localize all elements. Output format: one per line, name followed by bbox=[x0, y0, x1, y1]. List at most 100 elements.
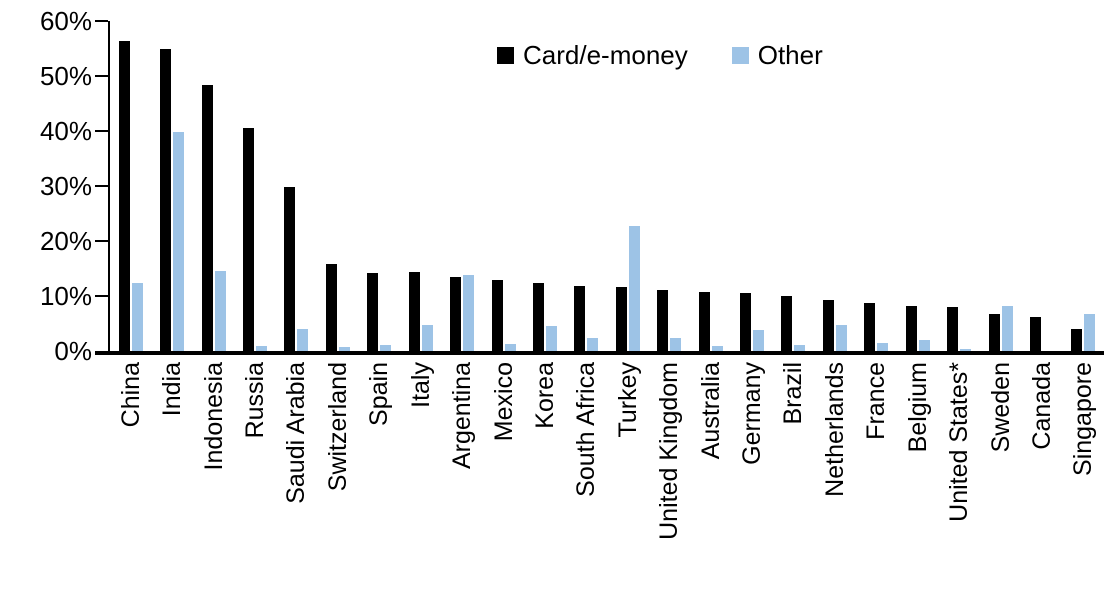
x-axis-labels: China India Indonesia Russia Saudi Arabia Swi… bbox=[110, 362, 1104, 592]
bar-card-e-money bbox=[325, 264, 337, 351]
bar-other bbox=[463, 274, 475, 351]
bar-group bbox=[400, 21, 441, 351]
y-axis-tick-label: 0% bbox=[54, 336, 92, 366]
bar-other bbox=[918, 340, 930, 351]
bar-card-e-money bbox=[532, 283, 544, 351]
bar-other bbox=[960, 349, 972, 351]
bar-other bbox=[753, 329, 765, 351]
y-axis-tick-label: 10% bbox=[39, 281, 92, 311]
x-axis-label: Saudi Arabia bbox=[282, 362, 311, 504]
y-axis-labels: 0% 10% 20% 30% 40% 50% 60% bbox=[0, 6, 95, 366]
x-axis-label: Netherlands bbox=[820, 362, 849, 497]
bar-group bbox=[938, 21, 979, 351]
x-axis-label-cell: Korea bbox=[524, 362, 565, 592]
y-axis-tick-label: 50% bbox=[39, 61, 92, 91]
bar-other bbox=[587, 337, 599, 351]
bar-card-e-money bbox=[201, 85, 213, 351]
bar-card-e-money bbox=[740, 292, 752, 351]
bar-card-e-money bbox=[781, 296, 793, 351]
x-axis-label-cell: South Africa bbox=[566, 362, 607, 592]
x-axis-label: Sweden bbox=[986, 362, 1015, 453]
x-axis-label: United States* bbox=[945, 362, 974, 522]
bar-card-e-money bbox=[905, 305, 917, 351]
x-axis-label-cell: Canada bbox=[1021, 362, 1062, 592]
y-axis-tick bbox=[95, 352, 108, 354]
bar-group bbox=[814, 21, 855, 351]
bar-group bbox=[193, 21, 234, 351]
bar-other bbox=[835, 324, 847, 351]
x-axis-label-cell: Australia bbox=[690, 362, 731, 592]
x-axis-label: Belgium bbox=[903, 362, 932, 453]
bar-group bbox=[1021, 21, 1062, 351]
x-axis-label: Switzerland bbox=[323, 362, 352, 492]
bar-other bbox=[711, 345, 723, 351]
x-axis-label-cell: Spain bbox=[359, 362, 400, 592]
bar-other bbox=[173, 132, 185, 351]
x-axis-label-cell: Switzerland bbox=[317, 362, 358, 592]
x-axis-label: Indonesia bbox=[199, 362, 228, 471]
x-axis-label: United Kingdom bbox=[655, 362, 684, 540]
bar-card-e-money bbox=[1029, 317, 1041, 351]
x-axis-label: Australia bbox=[696, 362, 725, 460]
bar-other bbox=[255, 346, 267, 351]
y-axis-tick bbox=[95, 20, 108, 22]
x-axis-label: Singapore bbox=[1069, 362, 1098, 476]
bar-card-e-money bbox=[160, 48, 172, 351]
bar-card-e-money bbox=[822, 299, 834, 351]
bar-group bbox=[856, 21, 897, 351]
x-axis-label-cell: Sweden bbox=[980, 362, 1021, 592]
x-axis-label-cell: Turkey bbox=[607, 362, 648, 592]
y-axis-tick bbox=[95, 75, 108, 77]
y-axis-tick bbox=[95, 185, 108, 187]
x-axis-label-cell: Netherlands bbox=[814, 362, 855, 592]
x-axis-label-cell: India bbox=[151, 362, 192, 592]
bar-card-e-money bbox=[242, 128, 254, 351]
x-axis-label: France bbox=[862, 362, 891, 440]
bar-other bbox=[1084, 313, 1096, 351]
x-axis-label: Germany bbox=[738, 362, 767, 465]
bar-group bbox=[897, 21, 938, 351]
bar-group bbox=[731, 21, 772, 351]
bar-group bbox=[566, 21, 607, 351]
x-axis-label: India bbox=[158, 362, 187, 417]
bar-other bbox=[670, 338, 682, 351]
legend-item-other: Other bbox=[731, 40, 823, 71]
x-axis-label-cell: Russia bbox=[234, 362, 275, 592]
bar-group bbox=[980, 21, 1021, 351]
bar-card-e-money bbox=[284, 187, 296, 351]
x-axis-label: China bbox=[116, 362, 145, 428]
bar-card-e-money bbox=[491, 279, 503, 351]
x-axis-label-cell: Singapore bbox=[1063, 362, 1104, 592]
bar-group bbox=[690, 21, 731, 351]
legend-label-card-e-money: Card/e-money bbox=[523, 40, 688, 70]
bar-group bbox=[359, 21, 400, 351]
bar-group bbox=[648, 21, 689, 351]
bar-group bbox=[234, 21, 275, 351]
legend-swatch-card-e-money bbox=[497, 47, 514, 64]
bar-card-e-money bbox=[118, 41, 130, 351]
x-axis-label: Mexico bbox=[489, 362, 518, 442]
y-axis-tick-label: 60% bbox=[39, 6, 92, 36]
x-axis-label: Italy bbox=[406, 362, 435, 408]
x-axis-label-cell: Belgium bbox=[897, 362, 938, 592]
bar-other bbox=[504, 343, 516, 351]
x-axis-label: South Africa bbox=[572, 362, 601, 497]
x-axis-label: Spain bbox=[365, 362, 394, 426]
bar-group bbox=[441, 21, 482, 351]
x-axis-label-cell: Indonesia bbox=[193, 362, 234, 592]
bar-card-e-money bbox=[1071, 329, 1083, 351]
bar-card-e-money bbox=[698, 291, 710, 351]
bar-other bbox=[214, 271, 226, 351]
bar-card-e-money bbox=[615, 287, 627, 351]
bar-group bbox=[524, 21, 565, 351]
bar-other bbox=[1001, 305, 1013, 351]
x-axis-label-cell: Saudi Arabia bbox=[276, 362, 317, 592]
x-axis-label: Turkey bbox=[613, 362, 642, 438]
y-axis-tick bbox=[95, 295, 108, 297]
bar-card-e-money bbox=[988, 314, 1000, 351]
bar-group bbox=[483, 21, 524, 351]
x-axis-label-cell: United Kingdom bbox=[648, 362, 689, 592]
plot-area bbox=[95, 20, 1104, 355]
bar-other bbox=[131, 283, 143, 351]
x-axis-label: Brazil bbox=[779, 362, 808, 425]
